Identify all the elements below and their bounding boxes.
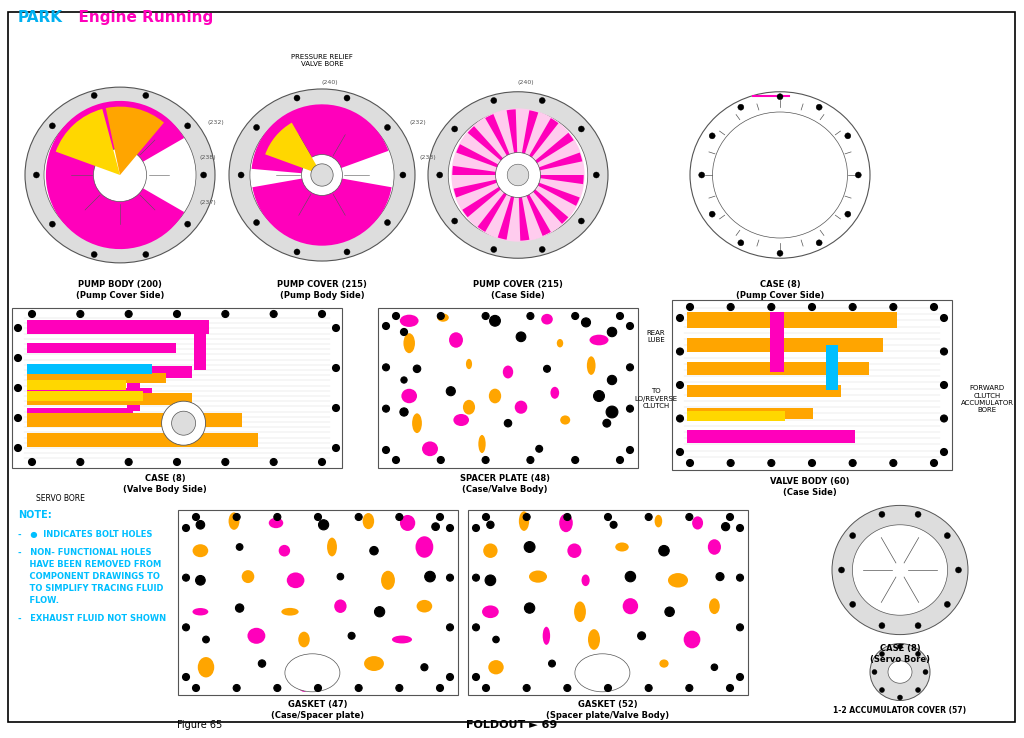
Circle shape xyxy=(437,312,444,320)
Circle shape xyxy=(452,126,458,132)
Bar xyxy=(826,345,838,390)
Circle shape xyxy=(384,220,390,226)
Circle shape xyxy=(524,542,535,553)
Circle shape xyxy=(182,525,189,531)
Circle shape xyxy=(736,674,743,680)
Circle shape xyxy=(14,384,22,391)
Circle shape xyxy=(414,365,421,373)
Circle shape xyxy=(944,533,950,539)
Circle shape xyxy=(627,364,634,370)
Bar xyxy=(687,362,869,375)
Circle shape xyxy=(638,632,645,640)
Ellipse shape xyxy=(590,334,608,345)
Circle shape xyxy=(233,685,241,692)
Text: TO
LO/REVERSE
CLUTCH: TO LO/REVERSE CLUTCH xyxy=(635,388,678,409)
Circle shape xyxy=(579,126,585,132)
Ellipse shape xyxy=(654,515,663,528)
Circle shape xyxy=(536,445,543,452)
Circle shape xyxy=(436,172,442,178)
Circle shape xyxy=(880,688,885,692)
Circle shape xyxy=(850,533,856,539)
Ellipse shape xyxy=(559,514,572,532)
Circle shape xyxy=(318,458,326,466)
Circle shape xyxy=(940,348,947,355)
Ellipse shape xyxy=(248,628,265,644)
Ellipse shape xyxy=(44,105,196,245)
Circle shape xyxy=(923,669,928,675)
Circle shape xyxy=(931,460,938,466)
Ellipse shape xyxy=(365,656,384,671)
Bar xyxy=(687,410,785,421)
Circle shape xyxy=(890,460,897,466)
Circle shape xyxy=(384,125,390,131)
Circle shape xyxy=(627,446,634,453)
Circle shape xyxy=(872,669,877,675)
Text: PUMP COVER (215)
(Pump Body Side): PUMP COVER (215) (Pump Body Side) xyxy=(278,280,367,300)
Circle shape xyxy=(77,311,84,317)
Wedge shape xyxy=(452,108,585,241)
Wedge shape xyxy=(462,175,518,217)
Bar xyxy=(27,364,153,374)
Ellipse shape xyxy=(282,608,299,615)
Text: PARK: PARK xyxy=(18,10,63,25)
Circle shape xyxy=(184,123,190,129)
Circle shape xyxy=(915,652,921,657)
Ellipse shape xyxy=(541,314,553,325)
Ellipse shape xyxy=(466,359,472,369)
Circle shape xyxy=(677,449,683,455)
Bar xyxy=(27,366,193,378)
Ellipse shape xyxy=(25,87,215,263)
Text: TO SIMPLIFY TRACING FLUID: TO SIMPLIFY TRACING FLUID xyxy=(18,584,164,593)
Circle shape xyxy=(839,567,845,573)
Circle shape xyxy=(392,457,399,463)
Circle shape xyxy=(777,250,783,256)
Circle shape xyxy=(432,523,439,531)
Ellipse shape xyxy=(297,672,311,692)
Ellipse shape xyxy=(488,389,501,404)
Text: (240): (240) xyxy=(518,80,535,85)
Circle shape xyxy=(355,514,362,520)
Circle shape xyxy=(333,365,340,371)
Wedge shape xyxy=(252,104,388,175)
Circle shape xyxy=(710,211,715,217)
Circle shape xyxy=(686,685,693,692)
Circle shape xyxy=(849,460,856,466)
Circle shape xyxy=(626,571,636,582)
Bar xyxy=(687,430,855,443)
Ellipse shape xyxy=(228,512,240,530)
Circle shape xyxy=(955,567,962,573)
Circle shape xyxy=(239,172,244,178)
Circle shape xyxy=(314,514,322,520)
Circle shape xyxy=(182,574,189,581)
Circle shape xyxy=(182,624,189,631)
Text: SERVO BORE: SERVO BORE xyxy=(36,494,84,503)
Bar xyxy=(27,373,166,383)
Circle shape xyxy=(375,607,385,617)
Circle shape xyxy=(658,545,670,556)
Circle shape xyxy=(698,172,705,178)
Ellipse shape xyxy=(708,539,721,555)
Circle shape xyxy=(421,663,428,671)
Circle shape xyxy=(237,544,243,551)
Ellipse shape xyxy=(400,515,416,531)
Circle shape xyxy=(604,514,611,520)
Circle shape xyxy=(197,520,205,529)
Circle shape xyxy=(294,95,300,101)
Ellipse shape xyxy=(198,657,214,677)
Circle shape xyxy=(333,444,340,452)
Circle shape xyxy=(897,695,902,700)
Circle shape xyxy=(490,97,497,103)
Circle shape xyxy=(201,172,207,178)
Circle shape xyxy=(14,415,22,421)
Text: PRESSURE RELIEF
VALVE BORE: PRESSURE RELIEF VALVE BORE xyxy=(291,54,353,67)
Ellipse shape xyxy=(478,435,485,453)
Circle shape xyxy=(594,390,604,401)
Circle shape xyxy=(777,94,783,100)
Circle shape xyxy=(736,624,743,631)
Ellipse shape xyxy=(690,92,870,258)
Bar xyxy=(672,300,952,470)
Bar xyxy=(468,510,748,695)
Circle shape xyxy=(233,514,241,520)
Circle shape xyxy=(383,323,389,329)
Ellipse shape xyxy=(229,89,415,261)
